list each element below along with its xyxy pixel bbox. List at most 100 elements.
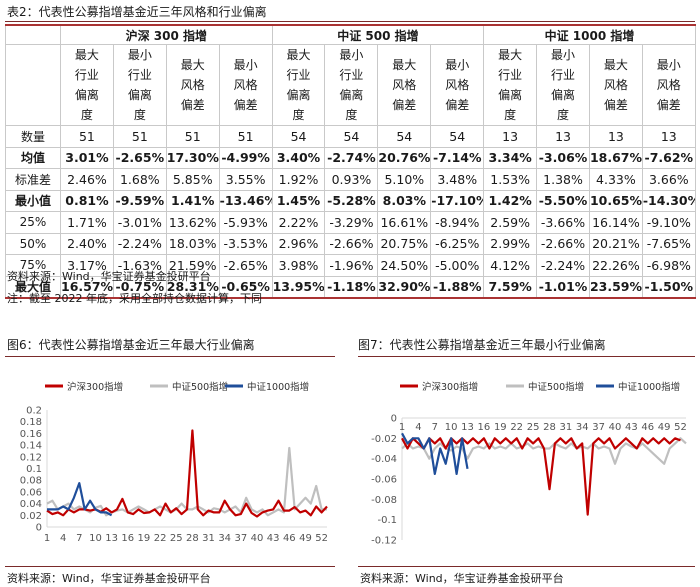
y-tick-label: 0.1: [26, 464, 42, 475]
series-line: [47, 481, 113, 517]
column-header: 最大行业偏离度: [271, 44, 326, 126]
legend-label: 中证500指增: [528, 381, 584, 393]
x-tick-label: 28: [186, 533, 199, 544]
table-cell: -9.59%: [112, 189, 167, 212]
table-cell: 32.90%: [377, 275, 432, 299]
table-cell: 16.14%: [588, 211, 643, 234]
table-cell: 13.62%: [165, 211, 220, 234]
caption-rule: [5, 566, 335, 567]
table-cell: -3.29%: [324, 211, 379, 234]
table-cell: -8.94%: [430, 211, 485, 234]
table-row: 75% 3.17% -1.63% 21.59% -2.65% 3.98% -1.96% 24.…: [5, 254, 696, 277]
table-cell: 10.65%: [588, 189, 643, 212]
table-cell: 4.33%: [588, 168, 643, 191]
table-cell: 0.81%: [60, 189, 114, 212]
table-cell: 3.48%: [430, 168, 485, 191]
x-tick-label: 52: [315, 533, 328, 544]
table-cell: 13: [588, 125, 643, 148]
table-cell: 20.75%: [377, 232, 432, 255]
table-cell: 4.12%: [483, 254, 538, 277]
table-cell: 3.66%: [641, 168, 696, 191]
x-tick-label: 34: [218, 533, 231, 544]
table-cell: -2.65%: [112, 146, 167, 169]
table-cell: 5.10%: [377, 168, 432, 191]
table-cell: 2.99%: [483, 232, 538, 255]
table-caption: 表2：代表性公募指增基金近三年风格和行业偏离: [7, 5, 267, 19]
y-tick-label: -0.08: [371, 495, 397, 506]
table-cell: 16.61%: [377, 211, 432, 234]
table-cell: 1.53%: [483, 168, 538, 191]
legend-label: 中证1000指增: [247, 381, 309, 393]
x-tick-label: 10: [445, 422, 458, 433]
table-cell: -1.50%: [641, 275, 696, 299]
table-cell: 2.96%: [271, 232, 326, 255]
group-header: 沪深 300 指增: [60, 24, 273, 45]
x-tick-label: 19: [138, 533, 151, 544]
row-label: 数量: [5, 125, 61, 148]
x-tick-label: 37: [234, 533, 247, 544]
y-tick-label: 0.16: [20, 429, 42, 440]
y-tick-label: -0.1: [377, 515, 397, 526]
x-tick-label: 7: [76, 533, 82, 544]
table-cell: 5.85%: [165, 168, 220, 191]
table-cell: -5.93%: [218, 211, 273, 234]
table-cell: 0.93%: [324, 168, 379, 191]
table-cell: 3.40%: [271, 146, 326, 169]
table-cell: 54: [377, 125, 432, 148]
legend-label: 中证1000指增: [618, 381, 680, 393]
table-source: 资料来源：Wind，华宝证券基金投研平台: [7, 270, 211, 283]
x-tick-label: 28: [543, 422, 556, 433]
table-cell: 2.59%: [483, 211, 538, 234]
x-tick-label: 49: [658, 422, 671, 433]
table-cell: -7.14%: [430, 146, 485, 169]
x-tick-label: 52: [674, 422, 687, 433]
table-cell: 3.34%: [483, 146, 538, 169]
table-cell: 13.95%: [271, 275, 326, 299]
caption-rule: [358, 566, 695, 567]
table-cell: 8.03%: [377, 189, 432, 212]
y-tick-label: -0.12: [371, 536, 397, 547]
y-tick-label: 0.08: [20, 476, 42, 487]
column-header: 最小风格偏差: [218, 44, 273, 126]
table-cell: 1.71%: [60, 211, 114, 234]
table-row: 25% 1.71% -3.01% 13.62% -5.93% 2.22% -3.29% 16.…: [5, 211, 696, 234]
table-cell: 1.41%: [165, 189, 220, 212]
table-cell: -7.65%: [641, 232, 696, 255]
table-cell: -5.00%: [430, 254, 485, 277]
x-tick-label: 1: [44, 533, 50, 544]
column-header: 最大风格偏差: [377, 44, 432, 126]
table-row: 50% 2.40% -2.24% 18.03% -3.53% 2.96% -2.66% 20.…: [5, 232, 696, 255]
table-cell: -17.10%: [430, 189, 485, 212]
legend-label: 沪深300指增: [422, 381, 478, 393]
table-cell: -3.01%: [112, 211, 167, 234]
y-tick-label: -0.04: [371, 454, 397, 465]
table-cell: -3.06%: [536, 146, 590, 169]
table-cell: 3.55%: [218, 168, 273, 191]
row-label: 标准差: [5, 168, 61, 191]
y-tick-label: 0.04: [20, 499, 42, 510]
legend-label: 沪深300指增: [67, 381, 123, 393]
x-tick-label: 25: [527, 422, 540, 433]
table-cell: 22.26%: [588, 254, 643, 277]
table-cell: -9.10%: [641, 211, 696, 234]
x-tick-label: 31: [202, 533, 215, 544]
table-cell: -2.24%: [536, 254, 590, 277]
fig6-caption: 图6：代表性公募指增基金近三年最大行业偏离: [7, 338, 255, 352]
table-cell: 51: [60, 125, 114, 148]
column-header: 最大行业偏离度: [483, 44, 538, 126]
x-tick-label: 40: [609, 422, 622, 433]
legend-label: 中证500指增: [172, 381, 228, 393]
series-line: [401, 432, 469, 476]
x-tick-label: 31: [559, 422, 572, 433]
table-cell: -7.62%: [641, 146, 696, 169]
y-tick-label: -0.06: [371, 475, 397, 486]
column-header: 最小行业偏离度: [536, 44, 590, 126]
y-tick-label: 0.12: [20, 452, 42, 463]
table-cell: -2.66%: [324, 232, 379, 255]
table-row: 最大值 16.57% -0.75% 28.31% -0.65% 13.95% -1.18% 3…: [5, 275, 696, 299]
column-header: 最大风格偏差: [165, 44, 220, 126]
table-note: 注：截至 2022 年底，采用全部持仓数据计算，下同: [7, 292, 262, 305]
table-cell: -1.96%: [324, 254, 379, 277]
y-tick-label: 0.2: [26, 406, 42, 417]
y-tick-label: 0.18: [20, 417, 42, 428]
